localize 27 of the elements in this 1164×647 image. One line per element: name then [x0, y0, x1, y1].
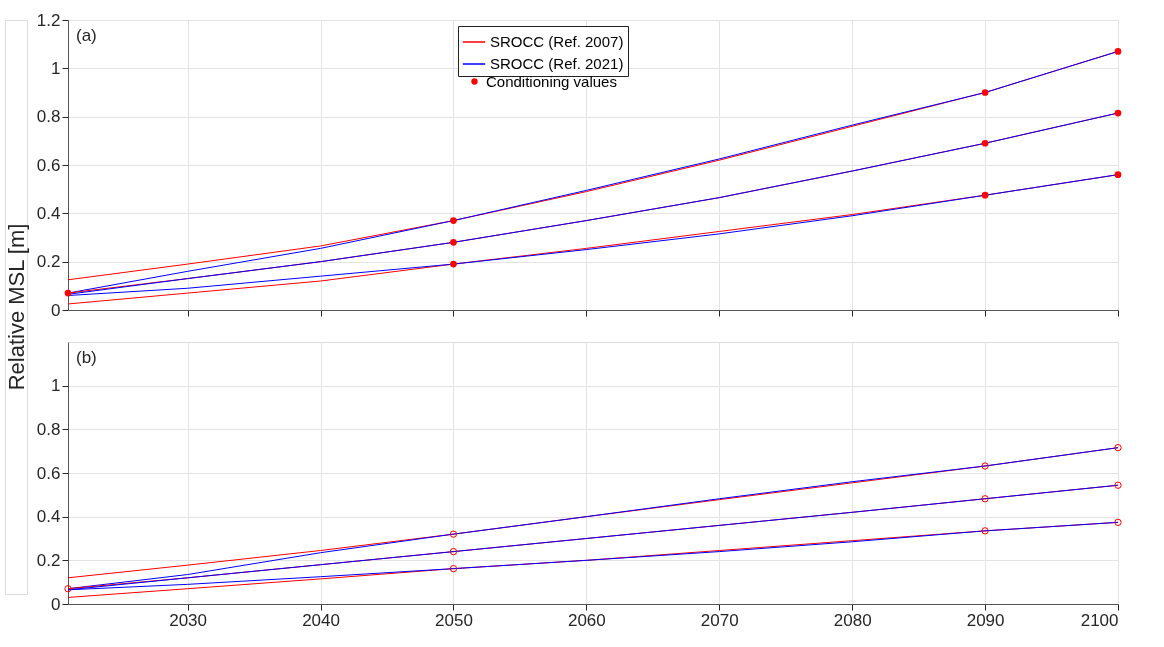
y-tick-label: 1 — [51, 58, 61, 78]
annotation: (a) — [76, 26, 97, 45]
legend-label: SROCC (Ref. 2021) — [490, 55, 624, 72]
y-tick-label: 1 — [51, 376, 61, 396]
x-tick-label: 2060 — [567, 610, 606, 630]
x-tick-label: 2030 — [169, 610, 208, 630]
x-tick-label: 2100 — [1080, 610, 1119, 630]
y-tick-label: 1.2 — [36, 10, 61, 30]
y-axis-title: Relative MSL [m] — [4, 223, 29, 391]
legend-label: SROCC (Ref. 2007) — [490, 33, 624, 50]
y-tick-label: 0.2 — [36, 252, 61, 272]
y-tick-label: 0.2 — [36, 550, 61, 570]
y-tick-label: 0 — [51, 594, 61, 614]
y-tick-label: 0.8 — [36, 419, 61, 439]
y-tick-label: 0.4 — [36, 203, 61, 223]
annotation: (b) — [76, 348, 97, 367]
y-tick-label: 0.6 — [36, 155, 61, 175]
x-tick-label: 2050 — [435, 610, 473, 630]
y-tick-label: 0.8 — [36, 107, 61, 127]
y-tick-label: 0.6 — [36, 463, 61, 483]
x-tick-label: 2080 — [833, 610, 872, 630]
y-tick-label: 0.4 — [36, 507, 61, 527]
x-tick-label: 2070 — [700, 610, 739, 630]
x-tick-label: 2090 — [966, 610, 1005, 630]
x-tick-label: 2040 — [302, 610, 340, 630]
legend-label: Conditioning values — [486, 72, 617, 90]
y-tick-label: 0 — [51, 300, 61, 320]
